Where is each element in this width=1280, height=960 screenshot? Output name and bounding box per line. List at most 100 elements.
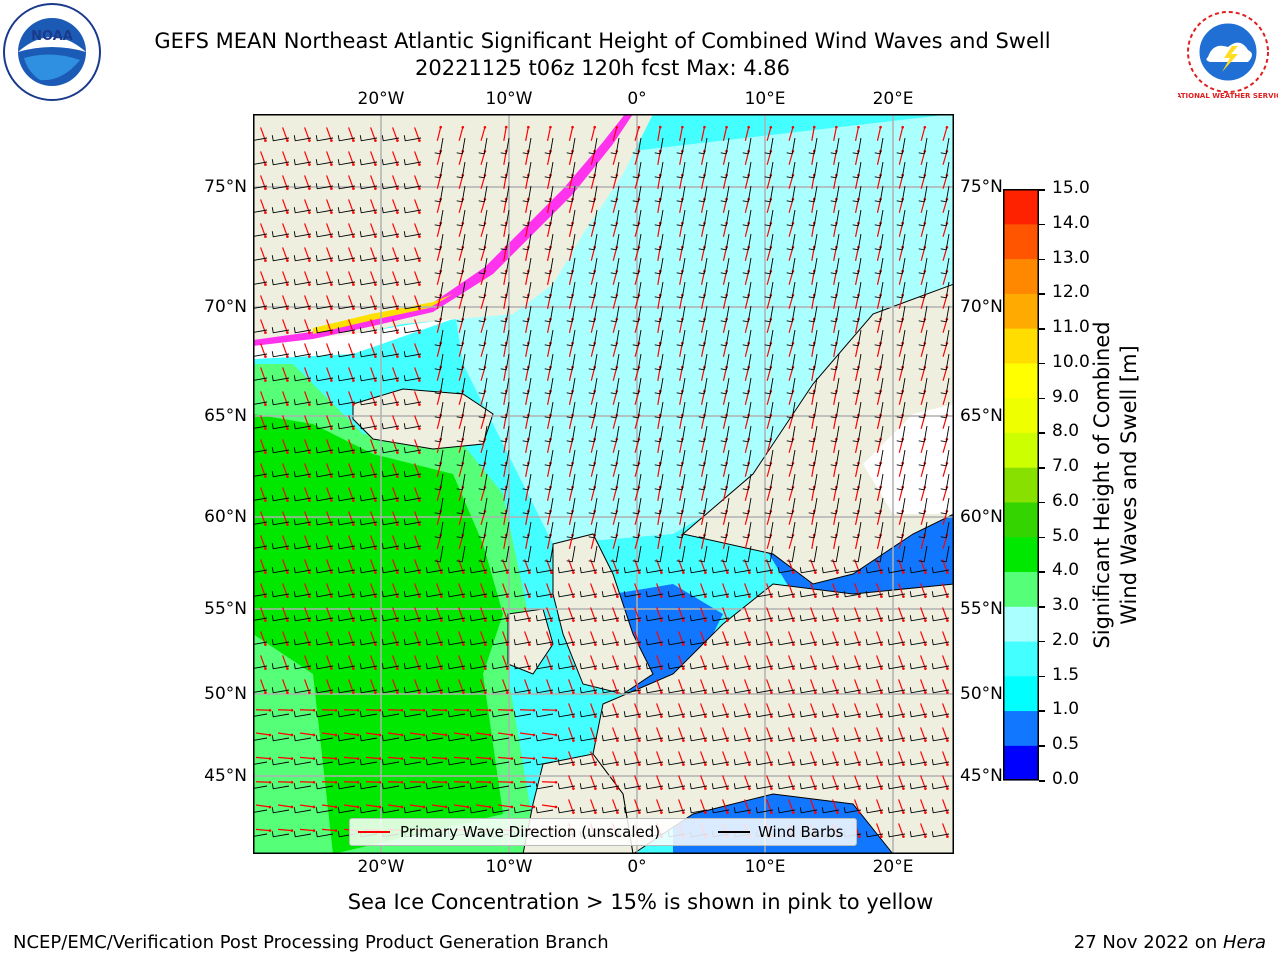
wave-direction-arrowhead xyxy=(835,125,838,129)
wave-direction-arrowhead xyxy=(836,619,839,622)
wind-barb xyxy=(698,545,708,563)
wind-barb xyxy=(896,281,906,299)
wind-barb xyxy=(403,423,422,430)
wave-direction-arrowhead xyxy=(572,667,575,670)
wind-barb xyxy=(720,401,730,419)
wind-barb xyxy=(852,449,862,467)
wave-direction-arrowhead xyxy=(792,763,795,766)
wave-direction-arrowhead xyxy=(924,571,927,574)
colorbar-segment xyxy=(1003,397,1039,433)
wind-barb xyxy=(632,401,642,419)
wind-barb xyxy=(579,687,598,694)
wave-direction-arrowhead xyxy=(308,475,311,478)
wave-direction-arrowhead xyxy=(330,331,333,334)
wind-barb xyxy=(733,639,752,646)
wave-direction-arrowhead xyxy=(356,805,360,809)
wave-direction-arrow xyxy=(453,804,469,808)
wave-direction-arrowhead xyxy=(396,163,399,166)
wave-direction-arrowhead xyxy=(792,667,795,670)
wave-direction-arrowhead xyxy=(946,619,949,622)
colorbar-segment xyxy=(1003,571,1039,607)
wave-direction-arrowhead xyxy=(858,835,861,838)
wind-barb xyxy=(764,521,774,539)
wind-barb xyxy=(786,257,796,275)
wind-barb xyxy=(799,783,818,790)
wave-direction-arrowhead xyxy=(594,691,597,694)
colorbar-segment xyxy=(1003,501,1039,538)
wind-barb xyxy=(909,591,928,598)
wind-barb xyxy=(610,209,620,227)
wind-barb xyxy=(337,687,356,694)
wind-barb xyxy=(623,615,642,622)
wind-barb xyxy=(588,233,598,251)
wave-direction-arrowhead xyxy=(396,331,399,334)
wind-barb xyxy=(874,185,884,203)
wind-barb xyxy=(293,207,312,214)
wave-direction-arrowhead xyxy=(418,475,421,478)
wind-barb xyxy=(852,137,862,155)
wave-direction-arrowhead xyxy=(308,547,311,550)
wind-barb xyxy=(478,233,488,251)
wave-direction-arrowhead xyxy=(638,667,641,670)
wind-barb xyxy=(852,209,862,227)
ireland-land xyxy=(507,608,554,675)
wind-barb xyxy=(253,377,268,381)
wind-barb xyxy=(456,545,466,563)
wave-direction-arrowhead xyxy=(638,571,641,574)
wind-barb xyxy=(711,591,730,598)
wind-barb xyxy=(689,639,708,646)
wind-barb xyxy=(799,759,818,766)
wind-barb xyxy=(830,425,840,443)
wind-barb xyxy=(742,161,752,179)
wave-direction-arrowhead xyxy=(396,667,399,670)
wave-direction-arrowhead xyxy=(352,643,355,646)
wind-barb xyxy=(478,257,488,275)
wave-direction-arrow xyxy=(679,127,683,141)
wave-direction-arrowhead xyxy=(770,619,773,622)
wind-barb xyxy=(337,615,356,622)
wave-direction-arrowhead xyxy=(352,523,355,526)
wind-barb xyxy=(742,233,752,251)
wave-direction-arrowhead xyxy=(902,835,905,838)
wind-barb xyxy=(940,353,950,371)
wave-direction-arrowhead xyxy=(550,643,553,646)
wave-direction-arrowhead xyxy=(264,499,267,502)
wind-barb xyxy=(852,185,862,203)
wave-direction-arrowhead xyxy=(264,475,267,478)
wind-barb xyxy=(711,759,730,766)
wind-barb xyxy=(381,255,400,262)
wind-barb xyxy=(764,281,774,299)
wind-barb xyxy=(403,615,422,622)
wind-barb xyxy=(632,137,642,155)
wave-direction-arrowhead xyxy=(638,691,641,694)
wind-barb xyxy=(808,449,818,467)
wind-barb xyxy=(940,329,950,347)
wave-direction-arrowhead xyxy=(286,139,289,142)
wave-direction-arrowhead xyxy=(836,571,839,574)
wind-barb xyxy=(799,735,818,742)
wave-direction-arrowhead xyxy=(466,708,470,712)
wave-direction-arrowhead xyxy=(286,427,289,430)
wind-barb xyxy=(425,615,444,622)
wind-barb xyxy=(500,473,510,491)
wind-barb xyxy=(689,711,708,718)
wave-direction-arrowhead xyxy=(466,805,470,809)
wind-barb xyxy=(764,257,774,275)
wind-barb xyxy=(315,447,334,454)
wave-direction-arrow xyxy=(458,127,464,141)
wave-direction-arrowhead xyxy=(286,403,289,406)
wind-barb xyxy=(808,521,818,539)
wave-direction-arrowhead xyxy=(312,780,316,784)
wind-barb xyxy=(469,759,488,766)
wind-barb xyxy=(742,185,752,203)
wind-barb xyxy=(742,353,752,371)
wave-direction-arrowhead xyxy=(792,619,795,622)
wind-barb xyxy=(513,807,532,814)
footer-right: 27 Nov 2022 on Hera xyxy=(1074,932,1266,953)
wave-direction-arrowhead xyxy=(814,643,817,646)
wind-barb xyxy=(786,305,796,323)
wave-direction-arrowhead xyxy=(836,787,839,790)
lat-label-left-50n: 50°N xyxy=(204,684,247,704)
wave-direction-arrowhead xyxy=(770,667,773,670)
wind-barb xyxy=(909,831,928,838)
